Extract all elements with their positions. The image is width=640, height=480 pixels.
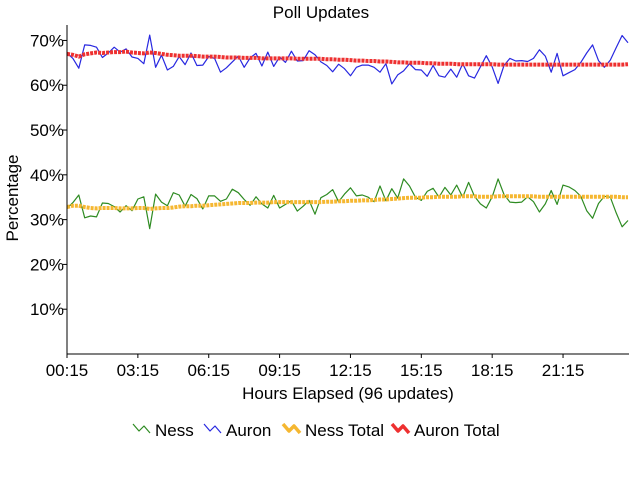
series-line-auron-total	[66, 49, 629, 67]
chart-title: Poll Updates	[273, 3, 369, 22]
x-ticks: 00:15 03:15 06:15 09:15 12:15 15:15 18:15 21:15	[46, 354, 585, 380]
series-line-ness-total	[66, 194, 628, 211]
legend-swatch-ness	[132, 423, 151, 434]
plot-lines	[66, 34, 629, 230]
legend-swatch-auron	[203, 423, 222, 434]
y-tick-label: 50%	[30, 121, 64, 140]
y-tick-label: 10%	[30, 300, 64, 319]
y-tick-label: 40%	[30, 166, 64, 185]
y-tick-label: 70%	[30, 31, 64, 50]
legend-label: Ness Total	[305, 421, 384, 440]
y-tick-label: 20%	[30, 255, 64, 274]
x-tick-label: 15:15	[400, 361, 443, 380]
y-tick-label: 30%	[30, 211, 64, 230]
series-line-ness	[66, 178, 629, 230]
x-tick-label: 09:15	[258, 361, 301, 380]
y-tick-label: 60%	[30, 76, 64, 95]
y-axis-label-group: Percentage	[3, 155, 22, 242]
legend-label: Auron	[226, 421, 271, 440]
x-tick-label: 12:15	[329, 361, 372, 380]
y-ticks: 10% 20% 30% 40% 50% 60% 70%	[30, 31, 67, 319]
x-tick-label: 06:15	[187, 361, 230, 380]
x-tick-label: 18:15	[471, 361, 514, 380]
x-tick-label: 21:15	[542, 361, 585, 380]
series-line-auron	[66, 34, 629, 85]
x-axis-label: Hours Elapsed (96 updates)	[242, 384, 454, 403]
legend-swatch-ness-total	[281, 422, 302, 435]
x-tick-label: 03:15	[117, 361, 160, 380]
legend-label: Auron Total	[414, 421, 500, 440]
legend-swatch-auron-total	[390, 422, 411, 435]
axes	[66, 25, 629, 355]
legend-label: Ness	[155, 421, 194, 440]
legend: Ness Auron Ness Total Auron Total	[132, 421, 500, 440]
x-tick-label: 00:15	[46, 361, 89, 380]
y-axis-label: Percentage	[3, 155, 22, 242]
